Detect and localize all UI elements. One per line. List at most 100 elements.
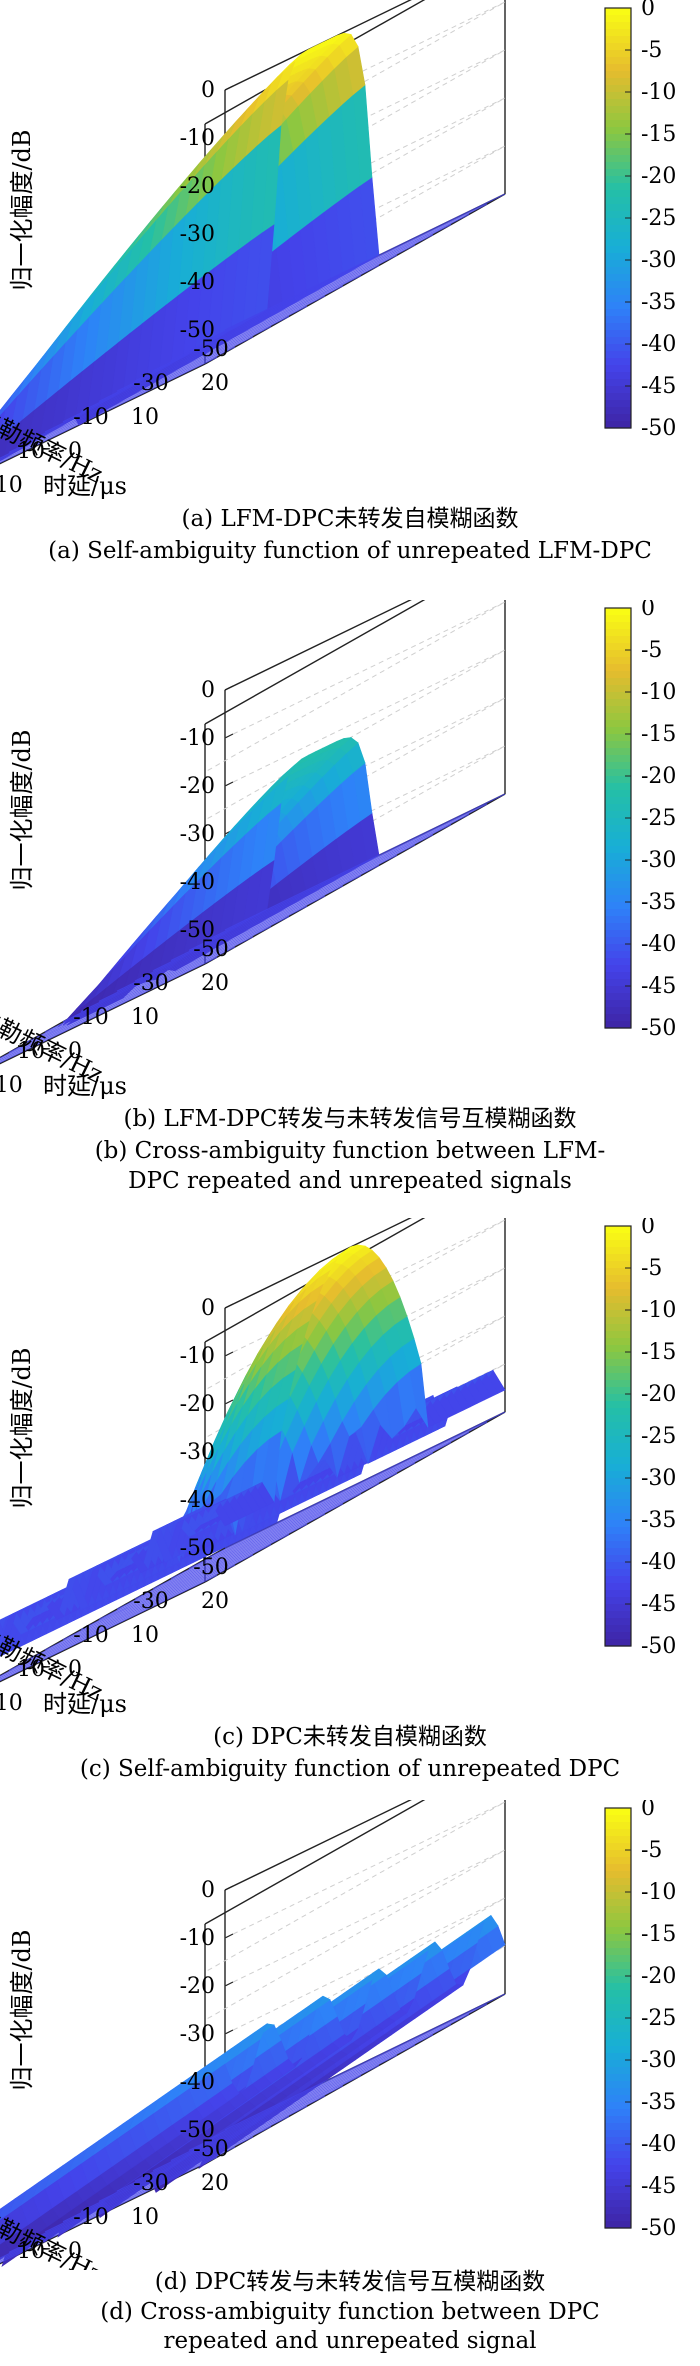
colorbar-segment <box>605 302 631 310</box>
colorbar-tick-label: -10 <box>641 1298 676 1323</box>
colorbar-tick-label: -50 <box>641 1016 676 1041</box>
colorbar-segment <box>605 1597 631 1605</box>
colorbar-segment <box>605 8 631 16</box>
colorbar-segment <box>605 790 631 798</box>
colorbar-tick-label: -5 <box>641 638 662 663</box>
colorbar-segment <box>605 1000 631 1008</box>
floor-line <box>0 1544 272 1677</box>
caption-en-a: (a) Self-ambiguity function of unrepeate… <box>48 538 652 564</box>
y-tick-label: 10 <box>131 405 159 430</box>
colorbar-segment <box>605 50 631 58</box>
floor-line <box>134 844 416 982</box>
z-tick-label: -40 <box>180 270 215 295</box>
caption-cn-b: (b) LFM-DPC转发与未转发信号互模糊函数 <box>123 1106 577 1132</box>
colorbar-segment <box>605 972 631 980</box>
floor-line <box>116 854 398 992</box>
x-tick-label: 10 <box>17 2239 45 2264</box>
colorbar-segment <box>605 1506 631 1514</box>
colorbar-segment <box>605 2109 631 2117</box>
colorbar-segment <box>605 818 631 826</box>
x-tick-label: -10 <box>73 1005 108 1030</box>
colorbar-segment <box>605 274 631 282</box>
colorbar-segment <box>605 650 631 658</box>
colorbar-segment <box>605 881 631 889</box>
z-tick-label: 0 <box>201 78 215 103</box>
caption-cn-c: (c) DPC未转发自模糊函数 <box>213 1724 487 1750</box>
colorbar-segment <box>605 622 631 630</box>
colorbar-segment <box>605 393 631 401</box>
colorbar-segment <box>605 769 631 777</box>
colorbar-segment <box>605 2179 631 2187</box>
floor-line <box>0 2146 236 2262</box>
colorbar-segment <box>605 664 631 672</box>
ambiguity-surface-chart-c: 0-10-20-30-40-50-50-30-10103050-20-10010… <box>0 1218 676 1718</box>
colorbar-segment <box>605 1296 631 1304</box>
colorbar-segment <box>605 155 631 163</box>
z-tick <box>224 1981 234 1987</box>
colorbar-segment <box>605 2172 631 2180</box>
colorbar-segment <box>605 1857 631 1865</box>
colorbar-segment <box>605 99 631 107</box>
colorbar-segment <box>605 92 631 100</box>
surface-facet <box>0 2229 5 2245</box>
colorbar-segment <box>605 902 631 910</box>
y-tick-label: 20 <box>201 371 229 396</box>
colorbar-tick-label: -30 <box>641 1466 676 1491</box>
colorbar-tick-label: -50 <box>641 1634 676 1659</box>
colorbar-segment <box>605 671 631 679</box>
z-tick-label: -50 <box>180 918 215 943</box>
colorbar-segment <box>605 1233 631 1241</box>
x-tick-label: 10 <box>17 1039 45 1064</box>
caption-cn-a: (a) LFM-DPC未转发自模糊函数 <box>181 506 519 532</box>
z-axis-label: 归一化幅度/dB <box>8 1929 36 2090</box>
y-tick-label: -10 <box>0 1073 23 1098</box>
floor-line <box>80 1493 362 1631</box>
grid-line <box>204 601 506 773</box>
floor-line <box>134 1462 416 1600</box>
colorbar-segment <box>605 71 631 79</box>
x-tick-label: 10 <box>17 1657 45 1682</box>
colorbar-segment <box>605 1878 631 1886</box>
floor-line <box>134 244 416 382</box>
caption-en-b-line2: DPC repeated and unrepeated signals <box>128 1168 572 1194</box>
axis-edge <box>224 1800 412 1891</box>
colorbar-tick-label: -25 <box>641 206 676 231</box>
floor-line <box>44 1513 326 1651</box>
z-tick <box>224 2029 234 2035</box>
colorbar-a: 0 -5 -10 -15 -20 -25 -30 -35 -40 -45 -50 <box>604 0 676 441</box>
z-tick-label: -30 <box>180 822 215 847</box>
z-tick-label: -30 <box>180 222 215 247</box>
colorbar-segment <box>605 853 631 861</box>
z-tick-label: -20 <box>180 174 215 199</box>
colorbar-segment <box>605 1499 631 1507</box>
axis-edge <box>224 0 412 91</box>
z-tick <box>224 1399 234 1405</box>
colorbar-segment <box>605 1948 631 1956</box>
colorbar-segment <box>605 720 631 728</box>
z-tick-label: -40 <box>180 870 215 895</box>
floor-line <box>80 275 362 413</box>
colorbar-segment <box>605 414 631 422</box>
colorbar-segment <box>605 1513 631 1521</box>
colorbar-tick-label: -20 <box>641 764 676 789</box>
floor-line <box>0 346 236 462</box>
z-axis-label: 归一化幅度/dB <box>8 129 36 290</box>
colorbar-tick-label: -15 <box>641 722 676 747</box>
floor-line <box>26 305 308 443</box>
colorbar-segment <box>605 1422 631 1430</box>
colorbar-segment <box>605 400 631 408</box>
colorbar-segment <box>605 944 631 952</box>
z-tick <box>224 1351 234 1357</box>
colorbar-segment <box>605 2207 631 2215</box>
figure-panel-a: 0-10-20-30-40-50-50-30-10103050-20-10010… <box>0 0 700 590</box>
surface-a <box>0 32 506 464</box>
surface-facet <box>0 429 11 462</box>
colorbar-segment <box>605 1331 631 1339</box>
colorbar-tick-label: -30 <box>641 2048 676 2073</box>
colorbar-tick-label: -35 <box>641 290 676 315</box>
colorbar-segment <box>605 2102 631 2110</box>
z-tick <box>224 1885 234 1891</box>
colorbar-segment <box>605 1317 631 1325</box>
colorbar-segment <box>605 190 631 198</box>
colorbar-segment <box>605 699 631 707</box>
